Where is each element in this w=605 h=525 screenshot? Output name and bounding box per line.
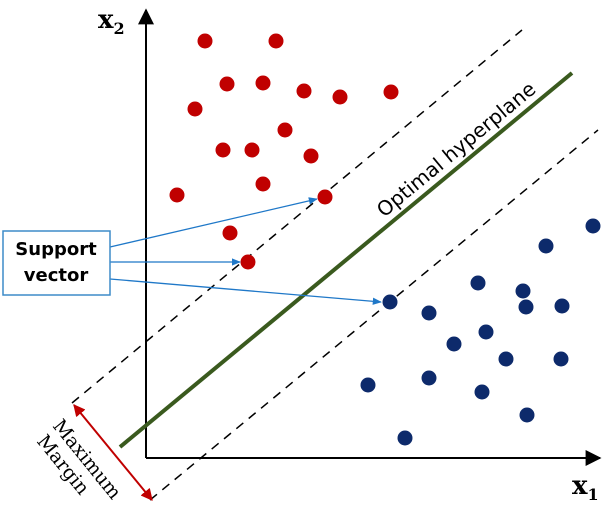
- class-b-point: [421, 305, 437, 321]
- class-a-point: [303, 148, 319, 164]
- class-b-point: [585, 218, 601, 234]
- class-b-point: [515, 283, 531, 299]
- class-a-points: [169, 33, 399, 270]
- class-b-point: [554, 298, 570, 314]
- class-a-point: [222, 225, 238, 241]
- class-b-point: [474, 384, 490, 400]
- sv-arrow-1: [109, 197, 318, 248]
- class-a-point: [296, 83, 312, 99]
- class-a-point: [244, 142, 260, 158]
- class-a-point: [332, 89, 348, 105]
- maximum-margin-label: Maximum Margin: [32, 415, 125, 503]
- class-a-point: [240, 254, 256, 270]
- class-b-point: [397, 430, 413, 446]
- class-b-point: [360, 377, 376, 393]
- class-b-point: [553, 351, 569, 367]
- class-b-point: [382, 294, 398, 310]
- y-axis-label: x2: [98, 5, 125, 38]
- class-b-point: [519, 407, 535, 423]
- class-a-point: [383, 84, 399, 100]
- class-a-point: [277, 122, 293, 138]
- class-b-point: [478, 324, 494, 340]
- lower-margin-line: [149, 129, 599, 501]
- class-b-point: [470, 275, 486, 291]
- optimal-hyperplane: [118, 71, 574, 449]
- upper-margin-line: [71, 29, 523, 404]
- support-vector-callout: Support vector: [2, 230, 111, 296]
- support-vector-box: [2, 230, 111, 296]
- class-a-point: [317, 189, 333, 205]
- class-b-point: [518, 299, 534, 315]
- class-b-point: [498, 351, 514, 367]
- class-a-point: [255, 176, 271, 192]
- sv-arrow-3: [109, 278, 382, 305]
- class-b-points: [360, 218, 601, 446]
- hyperplane-label: Optimal hyperplane: [372, 77, 540, 222]
- class-a-point: [255, 75, 271, 91]
- class-b-point: [538, 238, 554, 254]
- class-b-point: [446, 336, 462, 352]
- class-a-point: [268, 33, 284, 49]
- maximum-margin-arrow: [73, 404, 153, 501]
- x-axis-label: x1: [572, 471, 599, 504]
- class-a-point: [169, 187, 185, 203]
- class-a-point: [215, 142, 231, 158]
- class-a-point: [187, 101, 203, 117]
- support-vector-label-line1: Support: [15, 239, 97, 260]
- support-vector-label-line2: vector: [24, 265, 89, 286]
- class-a-point: [197, 33, 213, 49]
- class-a-point: [219, 76, 235, 92]
- class-b-point: [421, 370, 437, 386]
